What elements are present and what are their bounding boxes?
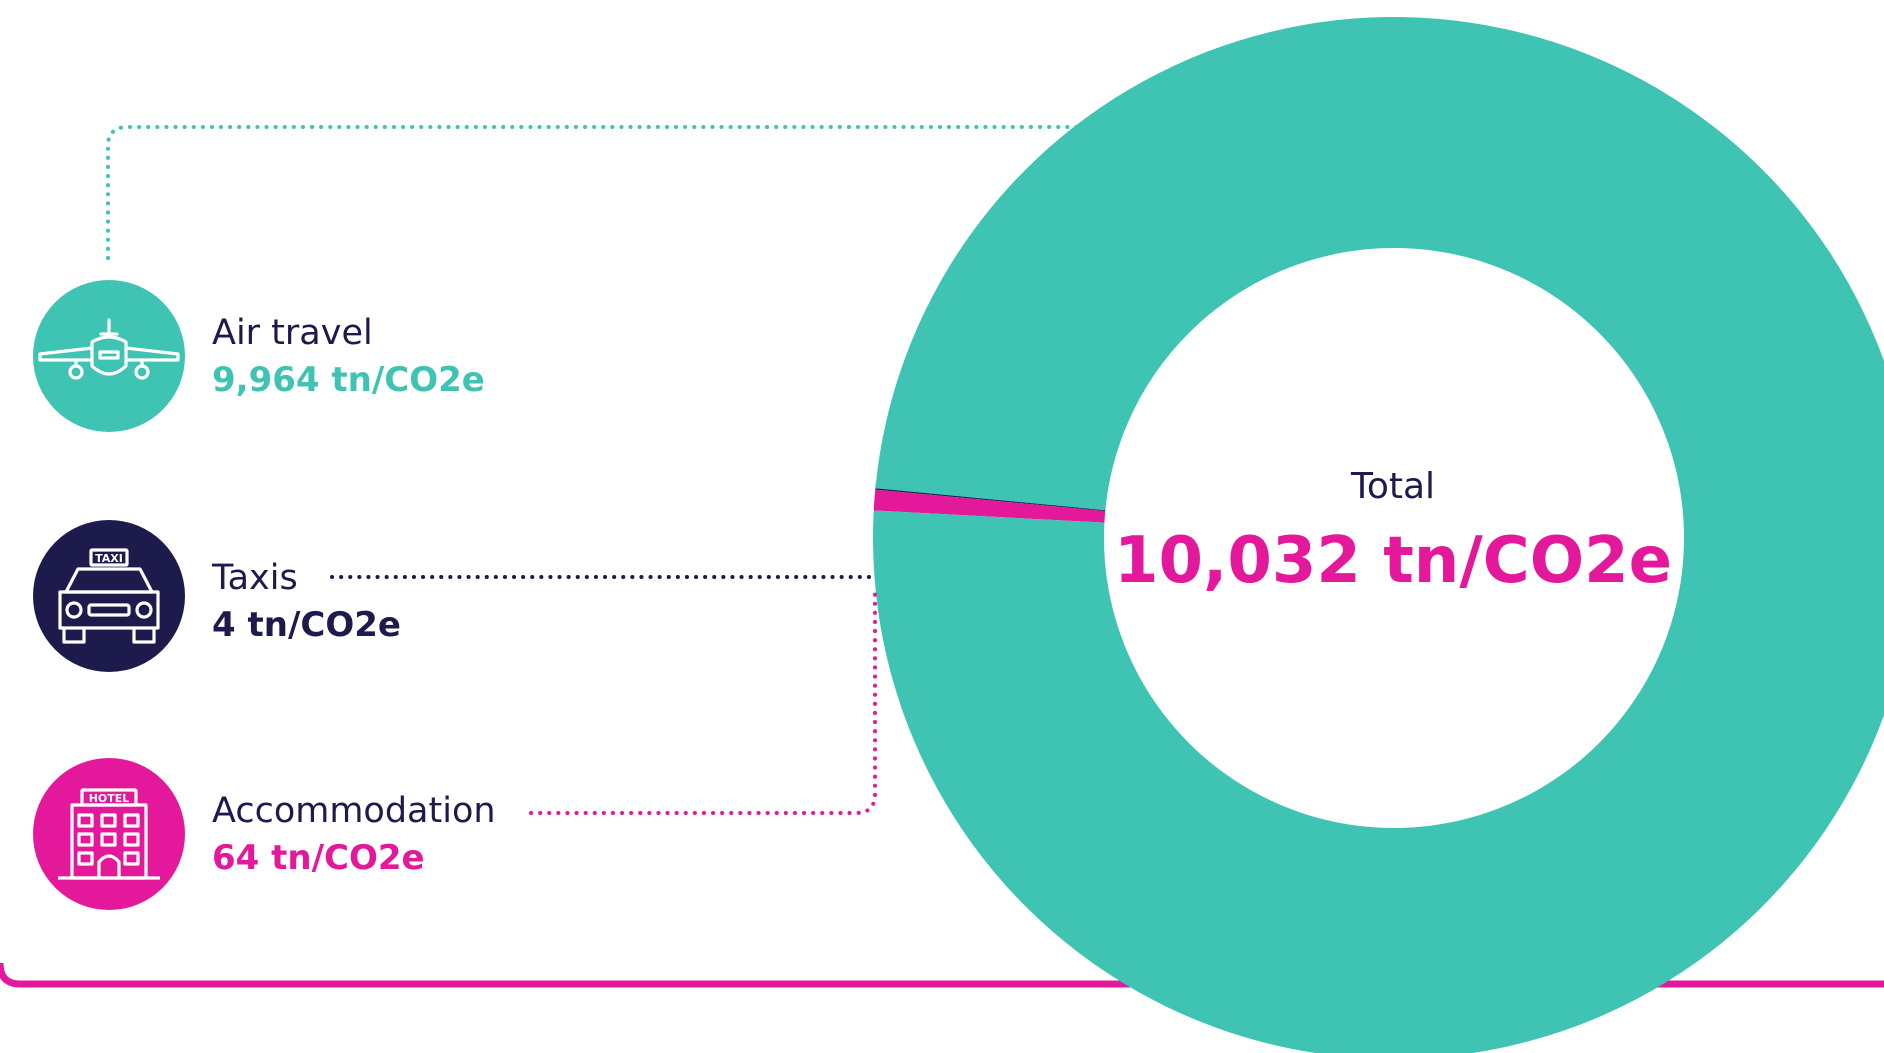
total-value: 10,032 tn/CO2e [1114,524,1672,598]
accommodation-label: Accommodation [212,791,496,831]
taxi-sign-text: TAXI [95,552,123,565]
air-travel-value: 9,964 tn/CO2e [212,360,485,400]
hotel-sign-text: HOTEL [89,792,130,805]
taxis-value: 4 tn/CO2e [212,605,401,645]
frame-line [0,962,1884,988]
donut-chart [873,17,1884,1053]
airplane-icon [33,280,185,432]
donut-slice-accommodation [873,489,1106,523]
taxi-icon: TAXI [33,520,185,672]
accommodation-connector [529,586,877,815]
taxis-label: Taxis [211,558,298,598]
total-label: Total [1350,466,1435,507]
accommodation-value: 64 tn/CO2e [212,838,425,878]
donut-slice-air-travel [873,17,1884,1053]
hotel-icon: HOTEL [33,758,185,910]
air-travel-label: Air travel [212,313,373,353]
air-travel-connector [106,125,1082,260]
